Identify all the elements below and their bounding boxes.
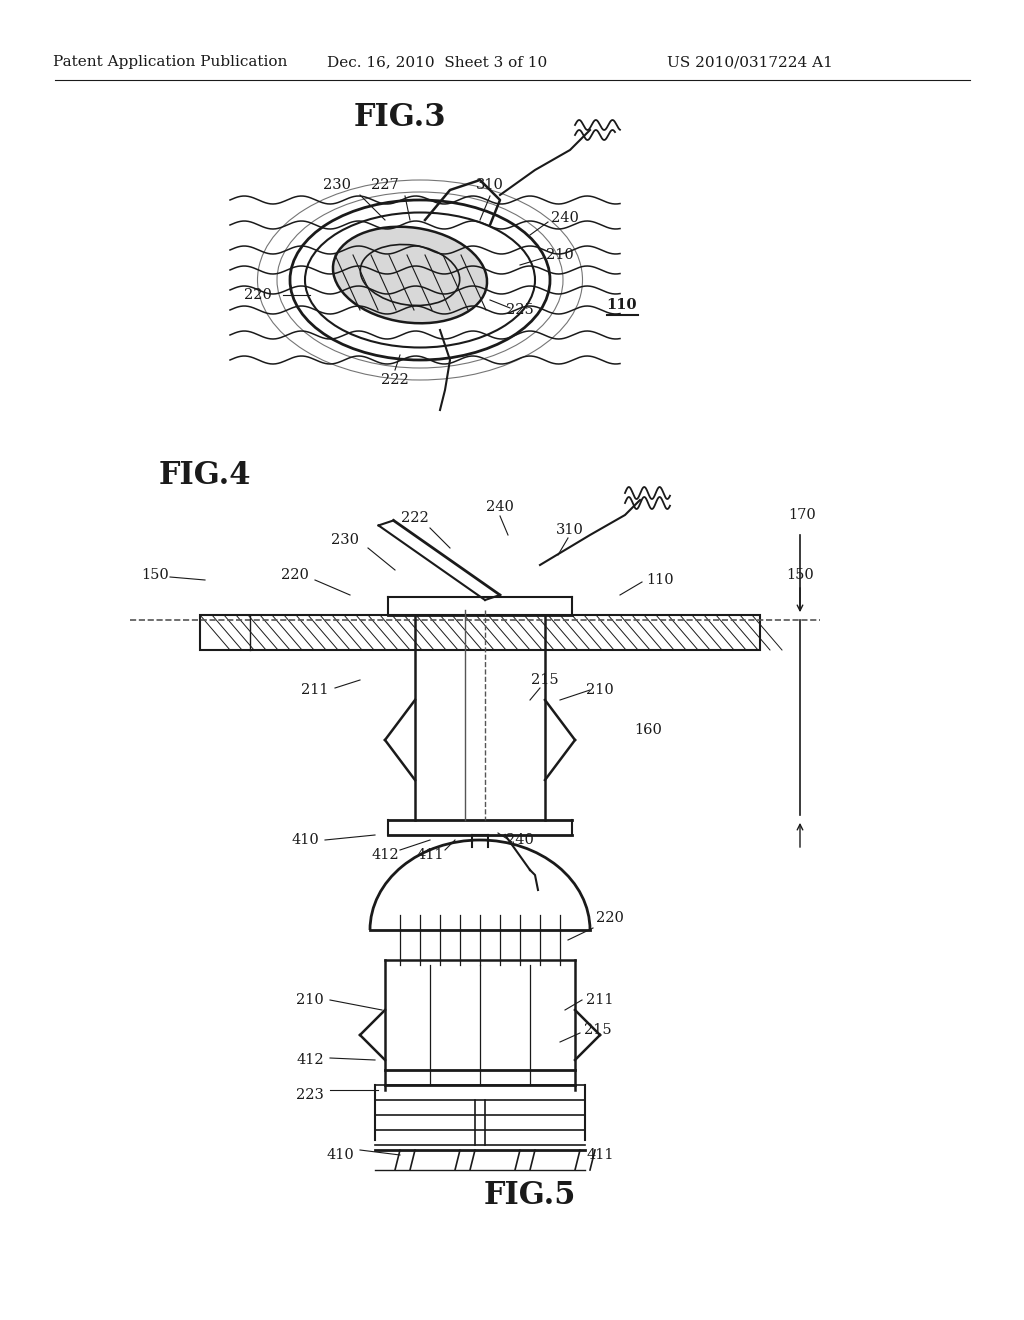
Text: 222: 222 xyxy=(401,511,429,525)
Text: 240: 240 xyxy=(486,500,514,513)
Text: 412: 412 xyxy=(296,1053,324,1067)
Text: 211: 211 xyxy=(587,993,613,1007)
Text: 222: 222 xyxy=(381,374,409,387)
Ellipse shape xyxy=(333,227,487,323)
Text: 310: 310 xyxy=(476,178,504,191)
Text: 223: 223 xyxy=(296,1088,324,1102)
FancyBboxPatch shape xyxy=(200,615,760,649)
Text: 170: 170 xyxy=(788,508,816,521)
Text: FIG.4: FIG.4 xyxy=(159,459,251,491)
Text: US 2010/0317224 A1: US 2010/0317224 A1 xyxy=(667,55,833,69)
Text: 410: 410 xyxy=(291,833,318,847)
Text: 210: 210 xyxy=(296,993,324,1007)
Text: 220: 220 xyxy=(596,911,624,925)
Text: 210: 210 xyxy=(586,682,613,697)
Text: 215: 215 xyxy=(584,1023,611,1038)
Text: 412: 412 xyxy=(371,847,398,862)
Text: 310: 310 xyxy=(556,523,584,537)
Text: 410: 410 xyxy=(326,1148,354,1162)
Text: 150: 150 xyxy=(786,568,814,582)
Text: 225: 225 xyxy=(506,304,534,317)
Text: FIG.5: FIG.5 xyxy=(483,1180,577,1210)
Text: FIG.3: FIG.3 xyxy=(353,103,446,133)
Text: 220: 220 xyxy=(244,288,272,302)
Text: Dec. 16, 2010  Sheet 3 of 10: Dec. 16, 2010 Sheet 3 of 10 xyxy=(327,55,547,69)
Text: 240: 240 xyxy=(506,833,534,847)
Text: 227: 227 xyxy=(371,178,399,191)
Text: 230: 230 xyxy=(323,178,351,191)
Text: 160: 160 xyxy=(634,723,662,737)
Text: 210: 210 xyxy=(546,248,573,261)
Text: 411: 411 xyxy=(587,1148,613,1162)
Text: 230: 230 xyxy=(331,533,359,546)
Text: 110: 110 xyxy=(646,573,674,587)
Text: 240: 240 xyxy=(551,211,579,224)
Text: 211: 211 xyxy=(301,682,329,697)
Text: 110: 110 xyxy=(607,298,637,312)
Text: Patent Application Publication: Patent Application Publication xyxy=(53,55,287,69)
Text: 150: 150 xyxy=(141,568,169,582)
Text: 411: 411 xyxy=(416,847,443,862)
Text: 220: 220 xyxy=(281,568,309,582)
Text: 215: 215 xyxy=(531,673,559,686)
